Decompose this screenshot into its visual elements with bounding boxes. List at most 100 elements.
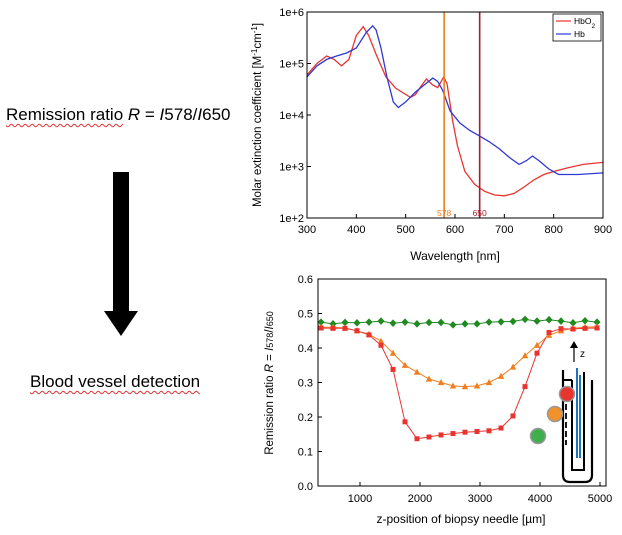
bottom-point-diamond — [521, 315, 529, 324]
top-y-tick-label: 1e+3 — [279, 162, 304, 174]
ratio-i650: I — [197, 105, 203, 124]
top-y-tick-label: 1e+2 — [279, 213, 304, 225]
top-x-tick-label: 600 — [446, 224, 464, 236]
bottom-point-square — [558, 326, 564, 332]
bottom-point-triangle — [413, 368, 421, 375]
bottom-x-tick-label: 5000 — [588, 493, 612, 505]
top-x-tick-label: 500 — [396, 224, 414, 236]
top-x-axis-label: Wavelength [nm] — [410, 249, 500, 263]
bottom-y-tick-label: 0.0 — [298, 481, 313, 493]
bottom-point-square — [426, 434, 432, 440]
bottom-point-diamond — [545, 315, 553, 324]
top-y-tick-label: 1e+6 — [279, 7, 304, 19]
bottom-point-diamond — [509, 317, 517, 326]
legend-hb-label: Hb — [574, 29, 585, 39]
bottom-point-diamond — [461, 320, 469, 328]
bottom-series-line-triangle — [321, 326, 598, 388]
bottom-x-axis-label: z-position of biopsy needle [µm] — [376, 512, 545, 526]
bottom-point-square — [402, 419, 408, 425]
inset-z-label: z — [580, 349, 585, 360]
ratio-variable: R — [127, 105, 141, 124]
ratio-650: 650 — [202, 105, 231, 124]
blood-vessel-detection-label: Blood vessel detection — [30, 372, 201, 391]
top-x-tick-label: 700 — [495, 224, 513, 236]
bottom-point-diamond — [377, 317, 385, 325]
bottom-x-tick-label: 3000 — [468, 493, 492, 505]
top-y-tick-label: 1e+5 — [279, 59, 304, 71]
ratio-i578: I — [159, 105, 165, 124]
bottom-point-square — [486, 428, 492, 434]
bottom-series-line-diamond — [320, 318, 598, 326]
bottom-point-diamond — [317, 318, 325, 326]
needle-outline — [561, 370, 594, 484]
bottom-point-square — [342, 325, 348, 331]
top-x-tick-label: 900 — [594, 224, 612, 236]
bottom-point-square — [474, 428, 480, 434]
bottom-point-square — [522, 384, 528, 390]
bottom-point-square — [462, 429, 468, 435]
bottom-point-diamond — [365, 318, 373, 326]
bottom-point-diamond — [497, 317, 505, 326]
bottom-point-triangle — [533, 341, 541, 348]
bottom-y-axis-label: Remission ratio R = I578/I650 — [264, 311, 276, 455]
bottom-point-diamond — [389, 319, 397, 327]
bottom-point-square — [450, 431, 456, 437]
bottom-point-triangle — [473, 382, 481, 389]
bottom-y-tick-label: 0.6 — [298, 274, 313, 286]
bottom-point-diamond — [473, 320, 481, 328]
top-legend: HbO2 Hb — [552, 13, 602, 42]
bottom-point-triangle — [461, 383, 469, 390]
bottom-point-triangle — [521, 352, 529, 359]
marker-label-578: 578 — [437, 208, 451, 218]
red-vessel-dot — [558, 385, 576, 403]
bottom-point-diamond — [569, 319, 577, 327]
bottom-point-square — [366, 332, 372, 338]
needle-inset-diagram: z — [529, 341, 594, 484]
bottom-point-triangle — [437, 379, 445, 386]
top-x-tick-label: 300 — [298, 224, 316, 236]
green-vessel-dot — [529, 427, 547, 445]
bottom-point-diamond — [353, 319, 361, 327]
bottom-point-square — [570, 326, 576, 332]
bottom-point-diamond — [593, 318, 601, 326]
bottom-y-tick-label: 0.1 — [298, 447, 313, 459]
top-series-line-0 — [306, 25, 604, 197]
orange-vessel-dot — [546, 405, 564, 423]
bottom-y-tick-label: 0.4 — [298, 343, 313, 355]
marker-label-650: 650 — [473, 208, 487, 218]
bottom-point-square — [534, 350, 540, 356]
bottom-point-diamond — [401, 318, 409, 326]
bottom-point-diamond — [533, 317, 541, 325]
ratio-text: Remission ratio — [6, 105, 124, 124]
bottom-point-square — [390, 366, 396, 372]
bottom-point-diamond — [581, 316, 589, 325]
top-y-axis-label: Molar extinction coefficient [M-1cm-1] — [250, 23, 265, 207]
bottom-x-tick-label: 2000 — [408, 493, 432, 505]
bottom-point-square — [318, 325, 324, 331]
bottom-point-square — [378, 342, 384, 348]
bottom-point-square — [354, 328, 360, 334]
bottom-point-diamond — [557, 317, 565, 325]
ratio-equals: = — [140, 105, 160, 124]
bottom-point-triangle — [377, 337, 385, 344]
bottom-point-square — [510, 413, 516, 419]
bottom-point-square — [594, 325, 600, 331]
bottom-point-triangle — [401, 361, 409, 368]
bottom-point-triangle — [449, 382, 457, 389]
bottom-point-diamond — [437, 318, 445, 327]
bottom-y-tick-label: 0.5 — [298, 309, 313, 321]
bottom-point-square — [498, 425, 504, 431]
bottom-point-diamond — [341, 318, 349, 327]
bottom-x-tick-label: 4000 — [528, 493, 552, 505]
top-x-tick-label: 400 — [347, 224, 365, 236]
legend-hbo2-label: HbO2 — [574, 16, 595, 30]
bottom-point-diamond — [449, 321, 457, 329]
bottom-point-triangle — [497, 372, 505, 379]
bottom-point-triangle — [485, 379, 493, 386]
bottom-point-square — [438, 432, 444, 438]
bottom-point-square — [330, 325, 336, 331]
top-y-tick-label: 1e+4 — [279, 110, 304, 122]
bottom-x-tick-label: 1000 — [348, 493, 372, 505]
